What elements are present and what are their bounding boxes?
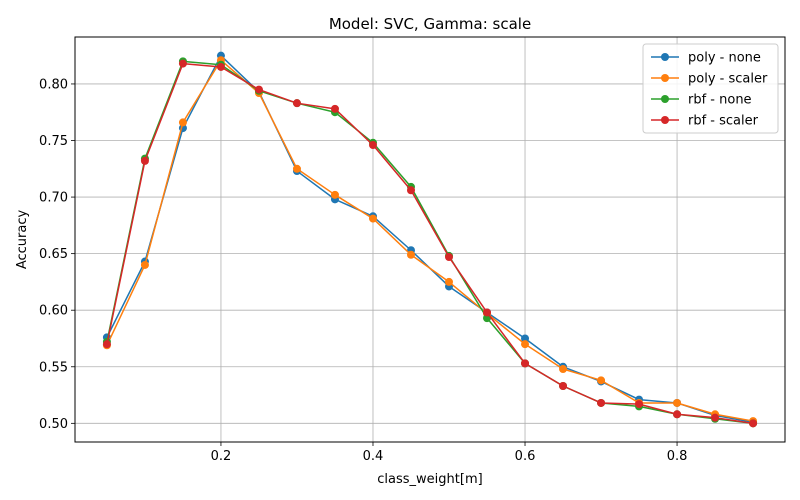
data-point (406, 250, 415, 259)
plot-frame (74, 36, 786, 443)
series-group (102, 51, 758, 428)
legend-marker (661, 74, 669, 82)
data-point (330, 190, 339, 199)
data-point (749, 419, 758, 428)
legend-marker (661, 53, 669, 61)
data-point (178, 118, 187, 127)
data-point (330, 104, 339, 113)
data-point (140, 260, 149, 269)
legend-marker (661, 95, 669, 103)
y-tick-label: 0.70 (39, 191, 68, 206)
x-tick-label: 0.6 (515, 449, 536, 464)
data-point (673, 398, 682, 407)
data-point (635, 400, 644, 409)
legend-item: rbf - scaler (651, 114, 759, 129)
y-tick-label: 0.55 (39, 360, 68, 375)
y-tick-label: 0.75 (39, 134, 68, 149)
series-line (106, 62, 754, 425)
data-point (368, 214, 377, 223)
data-point (597, 376, 606, 385)
data-point (292, 99, 301, 108)
data-point (292, 164, 301, 173)
data-point (102, 340, 111, 349)
data-point (521, 334, 530, 343)
data-point (178, 59, 187, 68)
data-point (216, 62, 225, 71)
x-tick-label: 0.2 (211, 449, 232, 464)
series-rbf-scaler (102, 59, 758, 428)
x-axis-label: class_weight[m] (377, 472, 482, 487)
data-point (559, 365, 568, 374)
data-point (597, 398, 606, 407)
legend-label: rbf - scaler (688, 114, 759, 129)
data-point (521, 359, 530, 368)
legend-label: poly - none (688, 51, 761, 66)
data-point (673, 410, 682, 419)
ticks: 0.2 0.4 0.6 0.8 0.50 0.55 0.60 0.65 0.70 0.75 0.80 (39, 77, 687, 464)
y-tick-label: 0.50 (39, 417, 68, 432)
data-point (368, 141, 377, 150)
legend-box (642, 43, 779, 134)
y-axis-label: Accuracy (15, 210, 30, 270)
y-tick-label: 0.80 (39, 77, 68, 92)
legend-item: rbf - none (651, 93, 752, 108)
data-point (406, 186, 415, 195)
y-tick-label: 0.60 (39, 304, 68, 319)
legend-item: poly - scaler (651, 72, 768, 87)
data-point (483, 308, 492, 317)
legend-item: poly - none (651, 51, 761, 66)
y-tick-label: 0.65 (39, 247, 68, 262)
x-tick-label: 0.8 (667, 449, 688, 464)
data-point (521, 340, 530, 349)
series-line (106, 59, 754, 422)
legend-label: poly - scaler (688, 72, 768, 87)
legend-marker (661, 116, 669, 124)
data-point (711, 413, 720, 422)
series-line (106, 60, 754, 425)
data-point (445, 277, 454, 286)
chart-title: Model: SVC, Gamma: scale (329, 15, 531, 33)
legend-label: rbf - none (688, 93, 752, 108)
x-tick-label: 0.4 (363, 449, 384, 464)
data-point (445, 253, 454, 262)
legend: poly - none poly - scaler rbf - none rbf - … (642, 43, 779, 134)
data-point (254, 85, 263, 94)
data-point (559, 382, 568, 391)
data-point (140, 156, 149, 165)
